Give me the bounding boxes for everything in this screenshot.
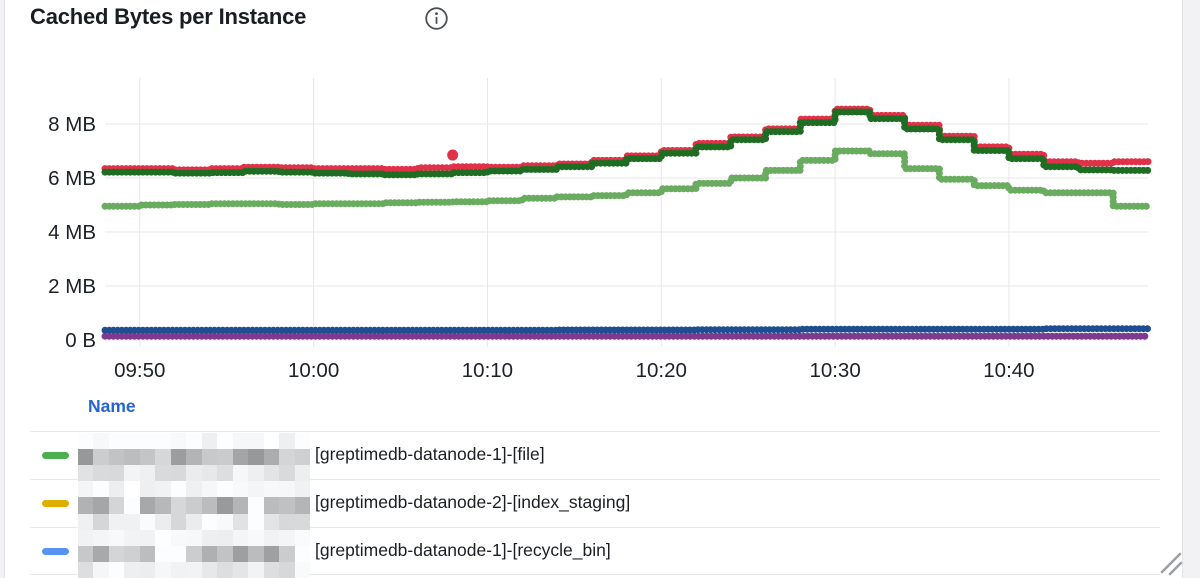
time-series-chart[interactable]: 0 B 2 MB 4 MB 6 MB 8 MB 09:50 10:00 10:10 10:20 1…	[0, 55, 1200, 385]
y-axis-label: 2 MB	[48, 275, 96, 298]
panel-resize-handle[interactable]	[1155, 545, 1187, 577]
legend-row[interactable]: [greptimedb-datanode-1]-[recycle_bin]	[30, 527, 1160, 575]
legend-row[interactable]: [greptimedb-datanode-2]-[index_staging]	[30, 479, 1160, 527]
series-color-indicator	[42, 500, 69, 507]
info-icon[interactable]	[424, 6, 449, 31]
series-color-indicator	[42, 548, 69, 555]
y-axis-label: 4 MB	[48, 221, 96, 244]
series-color-indicator	[42, 452, 69, 459]
legend-column-name[interactable]: Name	[88, 396, 136, 416]
x-axis-label: 10:40	[983, 359, 1034, 382]
legend-row[interactable]: [greptimedb-datanode-1]-[file]	[30, 431, 1160, 479]
y-axis-label: 6 MB	[48, 167, 96, 190]
series-navy	[101, 325, 1152, 334]
series-light-green	[101, 147, 1152, 212]
redacted-text-mosaic	[78, 433, 310, 578]
x-axis-label: 10:20	[636, 359, 687, 382]
x-axis-label: 10:00	[288, 359, 339, 382]
panel-title: Cached Bytes per Instance	[30, 4, 307, 29]
legend-series-label[interactable]: [greptimedb-datanode-1]-[file]	[315, 444, 545, 464]
legend-table: [greptimedb-datanode-1]-[file] [greptimed…	[30, 431, 1160, 575]
outlier-point	[447, 149, 459, 161]
series-dark-green	[101, 108, 1152, 179]
x-axis-label: 10:30	[809, 359, 860, 382]
legend-series-label[interactable]: [greptimedb-datanode-1]-[recycle_bin]	[315, 540, 611, 560]
y-axis-label: 0 B	[65, 329, 96, 352]
y-axis-label: 8 MB	[48, 113, 96, 136]
x-axis-label: 10:10	[462, 359, 513, 382]
legend-series-label[interactable]: [greptimedb-datanode-2]-[index_staging]	[315, 492, 631, 512]
x-axis-label: 09:50	[114, 359, 165, 382]
cached-bytes-panel: Cached Bytes per Instance 0 B 2 MB 4 MB 6 M…	[4, 0, 1183, 578]
